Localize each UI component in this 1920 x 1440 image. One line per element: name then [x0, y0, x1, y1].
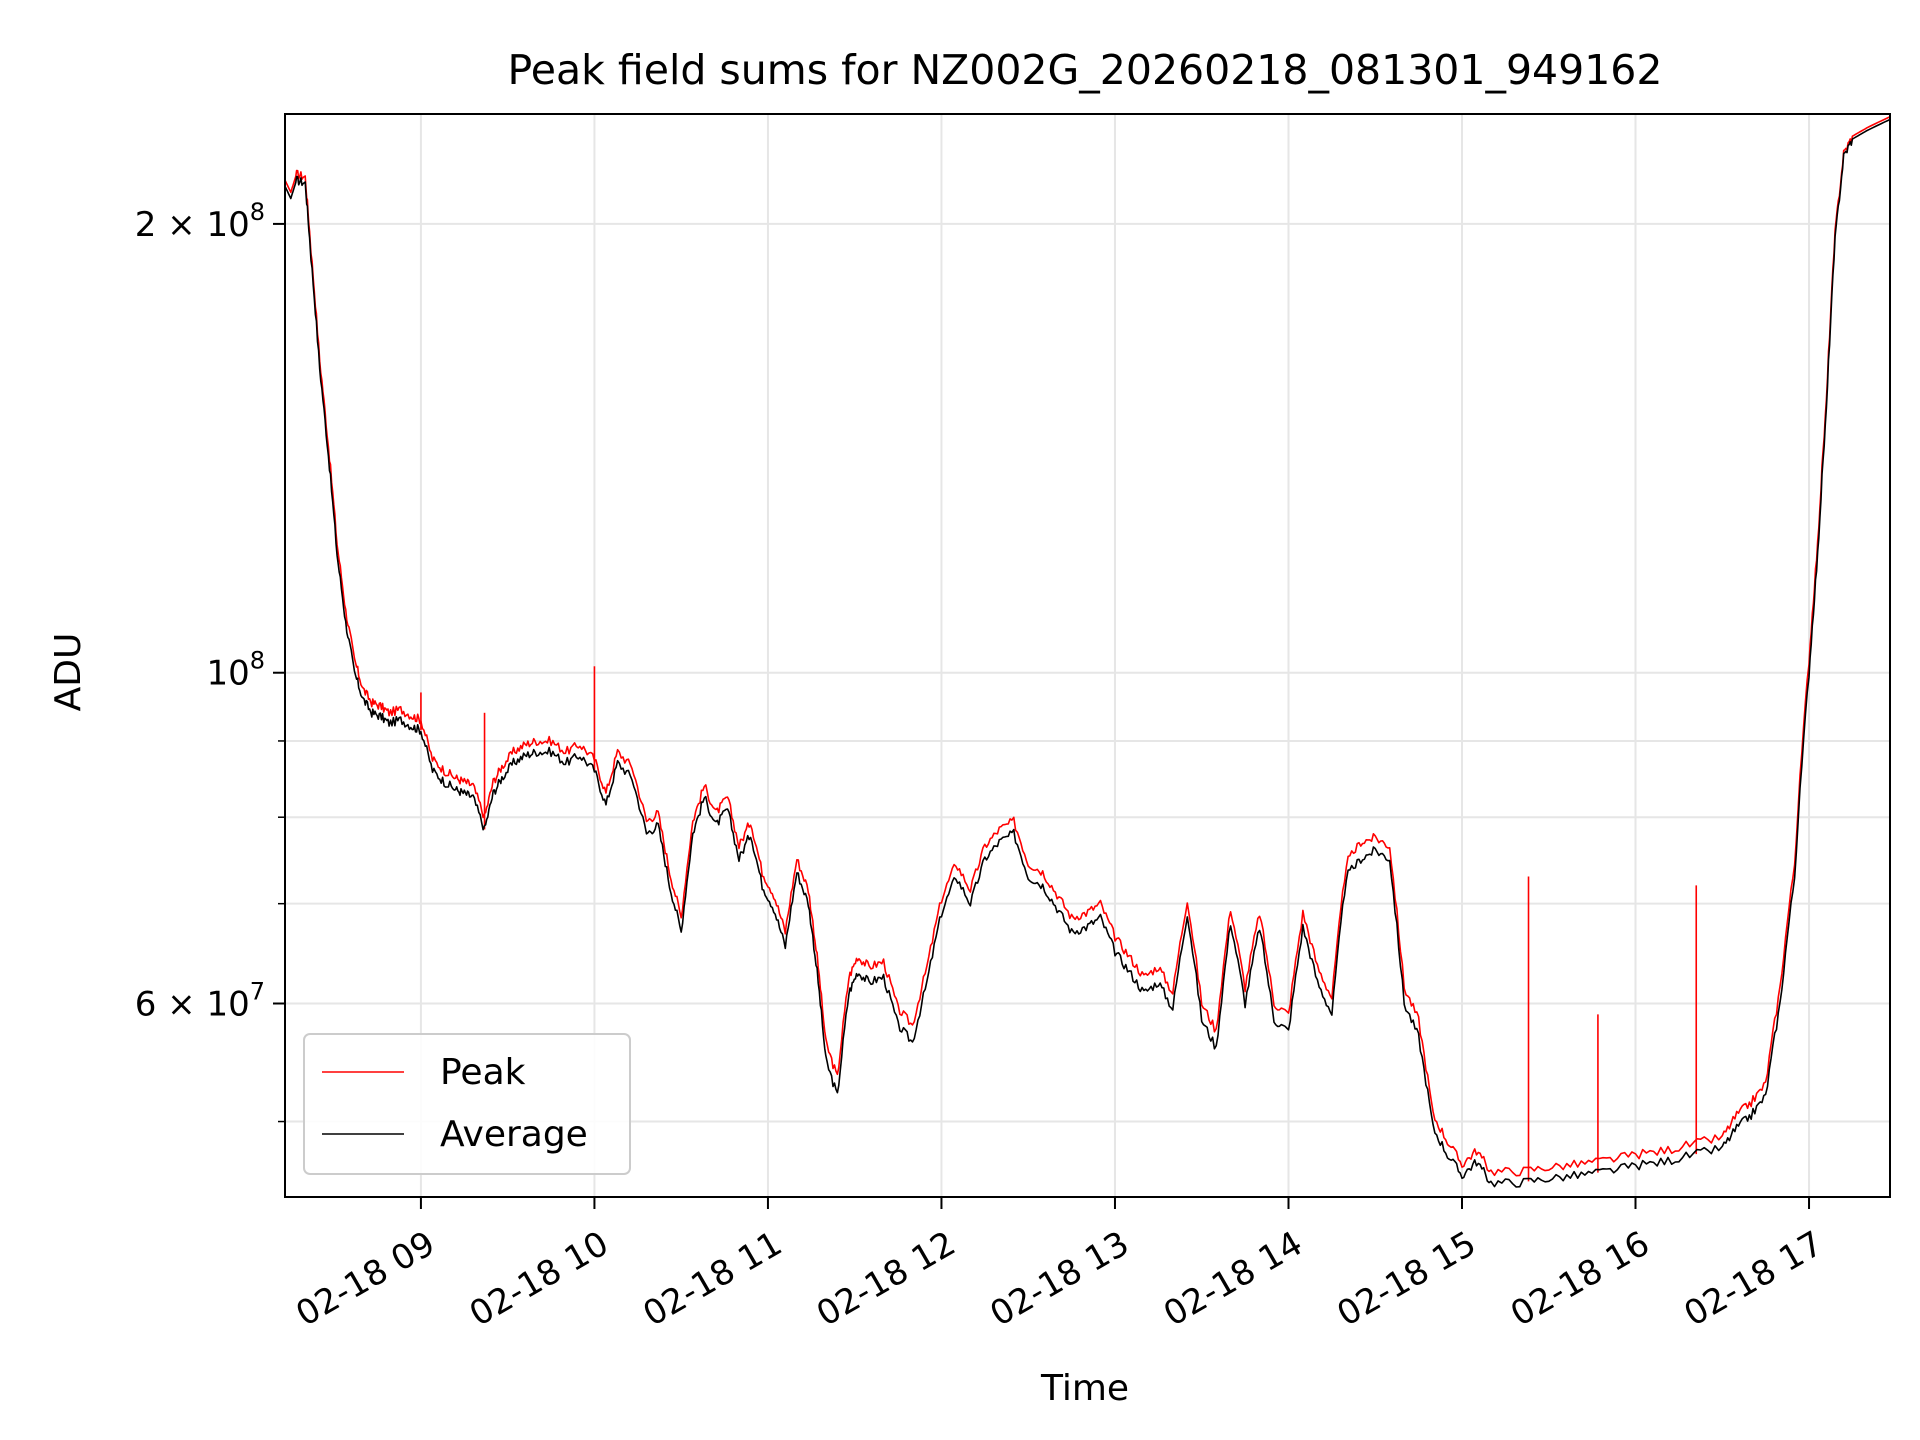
x-tick-label: 02-18 09 — [289, 1224, 441, 1335]
y-tick-label: 2 × 108 — [135, 198, 265, 245]
x-axis: 02-18 09 02-18 10 02-18 11 02-18 12 02-18 13… — [289, 1197, 1830, 1335]
peak-line — [284, 115, 1891, 1177]
average-line — [284, 118, 1891, 1188]
legend-peak-label: Peak — [440, 1052, 526, 1093]
legend-box — [303, 1033, 631, 1175]
x-tick-label: 02-18 12 — [810, 1224, 962, 1335]
y-axis-label: ADU — [48, 633, 89, 712]
x-tick-label: 02-18 13 — [983, 1224, 1135, 1335]
y-tick-label: 6 × 107 — [135, 977, 265, 1024]
x-tick-label: 02-18 11 — [636, 1224, 788, 1335]
x-tick-label: 02-18 17 — [1678, 1224, 1830, 1335]
grid — [285, 114, 1890, 1197]
series-layer — [284, 115, 1891, 1188]
x-tick-label: 02-18 14 — [1157, 1224, 1309, 1335]
legend-average-label: Average — [440, 1114, 588, 1155]
x-tick-label: 02-18 15 — [1331, 1224, 1483, 1335]
y-axis: 2 × 108 108 6 × 107 — [135, 198, 285, 1123]
x-axis-label: Time — [1040, 1368, 1129, 1409]
x-tick-label: 02-18 16 — [1504, 1224, 1656, 1335]
chart-title: Peak field sums for NZ002G_20260218_0813… — [508, 46, 1663, 94]
x-tick-label: 02-18 10 — [463, 1224, 615, 1335]
legend: Peak Average — [303, 1033, 631, 1175]
y-tick-label: 108 — [206, 647, 265, 694]
plot-frame — [284, 113, 1891, 1198]
peak-spikes — [420, 666, 1698, 1182]
